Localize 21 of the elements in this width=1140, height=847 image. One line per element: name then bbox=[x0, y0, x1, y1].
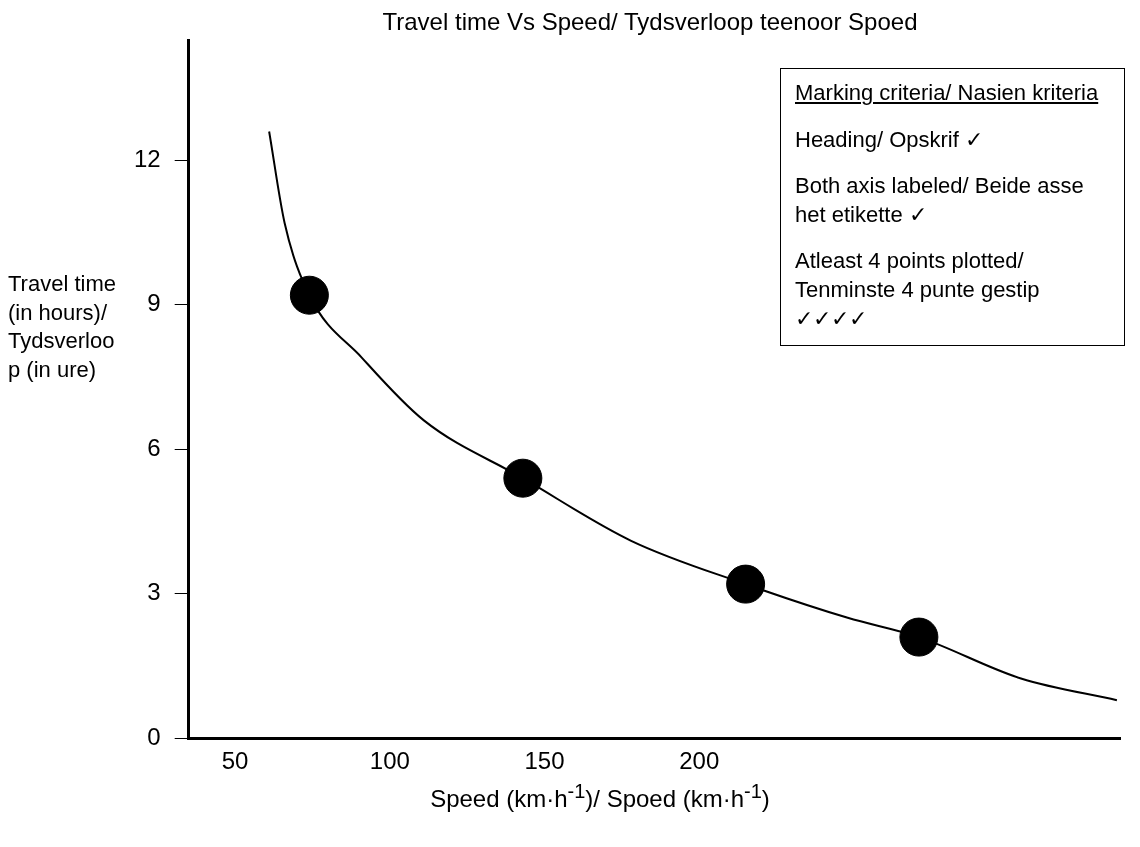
x-tick-label: 150 bbox=[524, 747, 565, 775]
y-tick-label: 12 bbox=[133, 145, 161, 172]
point bbox=[289, 275, 329, 315]
y-tick-label: 0 bbox=[147, 722, 161, 750]
point bbox=[899, 617, 939, 657]
annotation: Atleast 4 points plotted/ Tenminste 4 punte gestip ✓✓✓✓ bbox=[795, 247, 1041, 333]
point bbox=[726, 564, 766, 604]
annotation: Heading/ Opskrif ✓ bbox=[795, 125, 984, 154]
annotation: Marking criteria/ Nasien kriteria bbox=[795, 79, 1100, 107]
x-tick-label: 50 bbox=[221, 747, 249, 775]
x-axis-title: Speed (km·h$^{-1}$)/ Spoed (km·h$^{-1}$) bbox=[429, 780, 771, 813]
y-tick-label: 9 bbox=[147, 289, 161, 317]
annotation: Both axis labeled/ Beide asse het etikette ✓ bbox=[795, 172, 1085, 229]
y-tick-label: 3 bbox=[147, 578, 161, 606]
x-tick-label: 100 bbox=[369, 747, 410, 775]
chart-title: Travel time Vs Speed/ Tydsverloop teenoor Spoed bbox=[381, 8, 919, 36]
line-series bbox=[268, 130, 1118, 702]
point bbox=[503, 458, 543, 498]
y-tick-label: 6 bbox=[147, 433, 161, 461]
x-tick-label: 200 bbox=[679, 747, 720, 775]
y-axis-title: Travel time (in hours)/ Tydsverloop (in ure) bbox=[8, 270, 117, 384]
